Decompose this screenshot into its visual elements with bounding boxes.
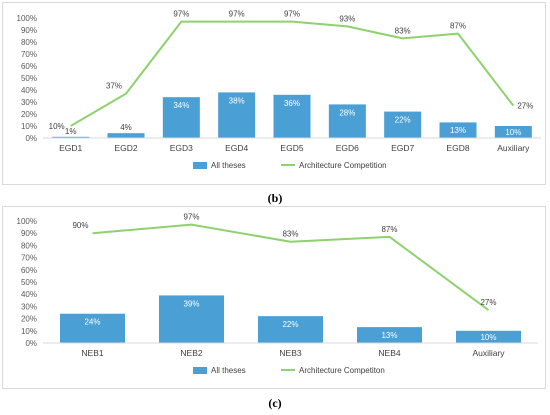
bar-value-label: 38% xyxy=(229,96,245,105)
y-tick-label: 50% xyxy=(21,278,37,287)
bar-value-label: 22% xyxy=(282,320,298,329)
bar-value-label: 28% xyxy=(339,108,355,117)
x-category-label: NEB4 xyxy=(378,348,400,358)
y-tick-label: 60% xyxy=(21,62,37,71)
bar-value-label: 34% xyxy=(173,101,189,110)
x-category-label: EGD7 xyxy=(391,143,414,153)
x-category-label: EGD3 xyxy=(170,143,193,153)
line-value-label: 83% xyxy=(395,26,411,35)
y-tick-label: 40% xyxy=(21,290,37,299)
bar-all-theses xyxy=(162,97,200,138)
chart-panel-b: 0% 10% 20% 30% 40% 50% 60% 70% 80% 90% 100% 1% 4% 34%… xyxy=(2,2,546,185)
bar-all-theses xyxy=(52,136,90,138)
x-category-label: Auxiliary xyxy=(472,348,505,358)
line-value-label: 87% xyxy=(381,225,397,234)
line-value-label: 97% xyxy=(173,10,189,19)
line-value-label: 87% xyxy=(450,22,466,31)
line-value-label: 27% xyxy=(517,102,533,111)
y-tick-label: 0% xyxy=(25,134,37,143)
chart-c: 0% 10% 20% 30% 40% 50% 60% 70% 80% 90% 100% 24% 39% 2… xyxy=(17,213,538,375)
bar-value-label: 24% xyxy=(84,318,100,327)
bar-value-label: 1% xyxy=(65,127,77,136)
y-tick-label: 100% xyxy=(17,217,37,226)
bar-all-theses xyxy=(456,330,521,343)
line-architecture-competition xyxy=(92,223,490,311)
x-category-label: EGD1 xyxy=(59,143,82,153)
line-value-label: 10% xyxy=(49,122,65,131)
x-category-label: EGD5 xyxy=(280,143,303,153)
bar-all-theses xyxy=(328,104,366,138)
bar-value-label: 36% xyxy=(284,99,300,108)
y-tick-label: 30% xyxy=(21,302,37,311)
y-tick-label: 10% xyxy=(21,327,37,336)
bar-value-label: 10% xyxy=(480,333,496,342)
bar-value-label: 39% xyxy=(183,299,199,308)
line-value-label: 90% xyxy=(72,221,88,230)
chart-panel-c: 0% 10% 20% 30% 40% 50% 60% 70% 80% 90% 100% 24% 39% 2… xyxy=(2,206,546,389)
y-tick-label: 20% xyxy=(21,110,37,119)
bar-all-theses xyxy=(258,316,323,343)
bar-value-label: 22% xyxy=(395,116,411,125)
bar-all-theses xyxy=(273,94,311,138)
bar-all-theses xyxy=(60,313,125,343)
bar-value-label: 4% xyxy=(120,123,132,132)
bar-all-theses xyxy=(159,295,224,343)
y-tick-label: 30% xyxy=(21,98,37,107)
y-tick-label: 70% xyxy=(21,254,37,263)
legend-swatch-bar xyxy=(193,162,207,169)
bar-value-label: 13% xyxy=(381,331,397,340)
bar-value-label: 10% xyxy=(505,128,521,137)
y-tick-label: 80% xyxy=(21,241,37,250)
y-tick-label: 0% xyxy=(25,339,37,348)
legend-label-bar: All theses xyxy=(211,161,246,170)
y-tick-label: 20% xyxy=(21,315,37,324)
x-category-label: NEB2 xyxy=(180,348,202,358)
line-value-label: 97% xyxy=(284,10,300,19)
x-category-label: EGD6 xyxy=(336,143,359,153)
legend-label-line: Architecture Competiton xyxy=(299,366,385,375)
legend-label-bar: All theses xyxy=(211,366,246,375)
bar-all-theses xyxy=(107,133,145,138)
legend-label-line: Architecture Competition xyxy=(299,161,387,170)
y-tick-label: 70% xyxy=(21,50,37,59)
line-value-label: 37% xyxy=(106,82,122,91)
line-value-label: 83% xyxy=(282,230,298,239)
bar-value-label: 13% xyxy=(450,126,466,135)
x-category-label: EGD4 xyxy=(225,143,248,153)
bar-all-theses xyxy=(494,126,532,138)
y-tick-label: 10% xyxy=(21,122,37,131)
bar-all-theses xyxy=(384,111,422,138)
x-category-label: EGD8 xyxy=(446,143,469,153)
x-category-label: Auxiliary xyxy=(497,143,530,153)
y-tick-label: 60% xyxy=(21,266,37,275)
y-tick-label: 80% xyxy=(21,38,37,47)
legend-swatch-bar xyxy=(193,367,207,374)
y-tick-label: 100% xyxy=(17,14,37,23)
x-category-label: NEB1 xyxy=(81,348,103,358)
line-architecture-competition xyxy=(70,20,515,127)
x-category-label: NEB3 xyxy=(279,348,301,358)
y-tick-label: 90% xyxy=(21,26,37,35)
bar-all-theses xyxy=(439,122,477,138)
x-category-label: EGD2 xyxy=(114,143,137,153)
line-value-label: 97% xyxy=(229,10,245,19)
bar-all-theses xyxy=(357,327,422,343)
caption-b: (b) xyxy=(267,191,283,205)
line-value-label: 93% xyxy=(339,14,355,23)
y-tick-label: 40% xyxy=(21,86,37,95)
line-value-label: 97% xyxy=(183,213,199,222)
y-tick-label: 90% xyxy=(21,229,37,238)
bar-all-theses xyxy=(218,92,256,138)
caption-c: (c) xyxy=(268,396,282,410)
y-tick-label: 50% xyxy=(21,74,37,83)
line-value-label: 27% xyxy=(480,298,496,307)
chart-b: 0% 10% 20% 30% 40% 50% 60% 70% 80% 90% 100% 1% 4% 34%… xyxy=(17,10,541,170)
